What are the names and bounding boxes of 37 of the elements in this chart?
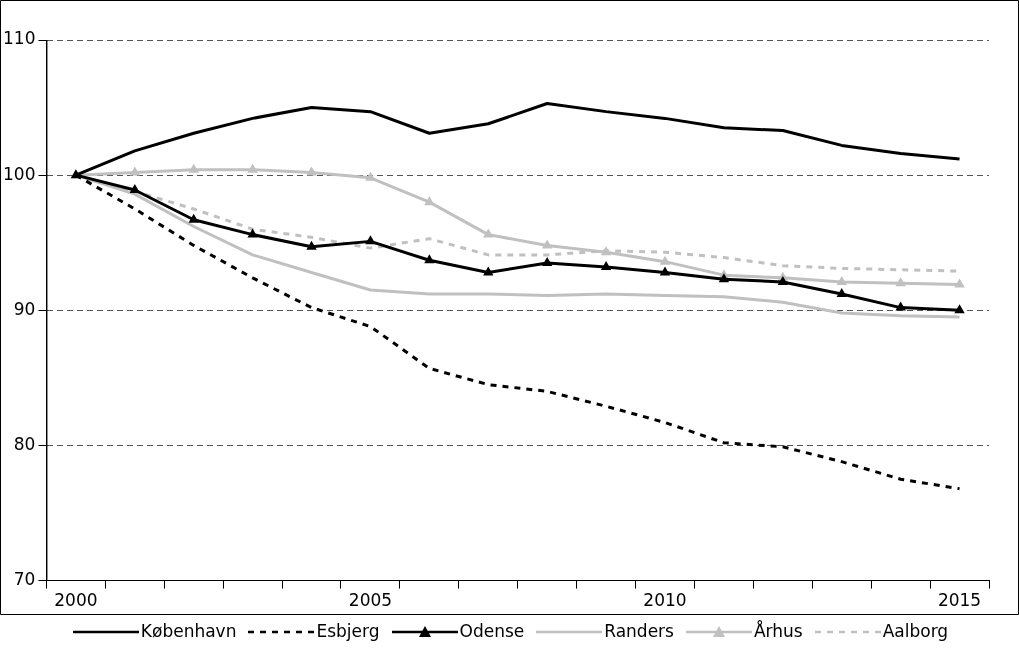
- point: [836, 288, 847, 298]
- legend-label: Randers: [603, 621, 674, 641]
- point: [659, 266, 671, 276]
- point: [718, 273, 730, 283]
- point: [188, 213, 199, 223]
- y-tick-label: 90: [13, 298, 36, 319]
- point: [954, 278, 965, 288]
- legend-label: Århus: [752, 621, 803, 641]
- y-tick-label: 80: [13, 433, 36, 454]
- point: [188, 163, 199, 173]
- y-tick-label: 100: [2, 163, 36, 184]
- point: [247, 163, 258, 173]
- legend-label: Odense: [458, 621, 525, 641]
- point: [895, 277, 906, 287]
- x-tick-label: 2005: [348, 590, 393, 611]
- legend-label: Aalborg: [881, 621, 949, 641]
- point: [777, 275, 789, 285]
- point: [541, 257, 553, 266]
- legend-label: Esbjerg: [315, 621, 380, 641]
- point: [659, 255, 671, 265]
- point: [600, 261, 612, 271]
- point: [306, 240, 317, 250]
- x-tick-label: 2010: [643, 590, 687, 611]
- point: [600, 246, 612, 256]
- point: [895, 301, 906, 311]
- legend-label: København: [139, 621, 237, 641]
- y-tick-label: 70: [13, 569, 36, 590]
- point: [954, 304, 965, 314]
- point: [247, 228, 258, 238]
- x-tick-label: 2000: [54, 590, 98, 611]
- point: [306, 166, 317, 176]
- point: [836, 275, 847, 285]
- x-tick-label: 2015: [937, 590, 982, 611]
- point: [365, 235, 376, 245]
- point: [424, 254, 435, 264]
- point: [483, 228, 494, 238]
- y-tick-label: 110: [2, 28, 36, 49]
